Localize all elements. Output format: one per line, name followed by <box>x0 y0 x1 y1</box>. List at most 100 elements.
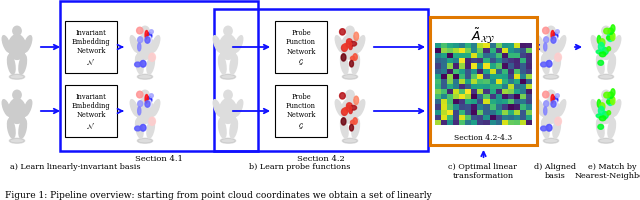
Text: Section 4.1: Section 4.1 <box>135 154 183 162</box>
Ellipse shape <box>543 107 547 115</box>
Ellipse shape <box>138 43 141 52</box>
Ellipse shape <box>148 101 152 108</box>
Ellipse shape <box>541 126 547 131</box>
Ellipse shape <box>598 35 614 60</box>
Ellipse shape <box>136 99 154 124</box>
Text: Invariant
Embedding
Network
$\mathcal{N}$: Invariant Embedding Network $\mathcal{N}… <box>72 29 110 67</box>
FancyBboxPatch shape <box>430 18 537 145</box>
Ellipse shape <box>600 40 605 47</box>
Ellipse shape <box>598 99 614 124</box>
Ellipse shape <box>608 93 614 99</box>
Ellipse shape <box>596 55 604 75</box>
Ellipse shape <box>352 119 360 138</box>
Ellipse shape <box>607 47 611 52</box>
Ellipse shape <box>608 29 614 35</box>
Ellipse shape <box>220 75 236 80</box>
Ellipse shape <box>556 94 559 98</box>
Ellipse shape <box>340 55 348 75</box>
Ellipse shape <box>131 36 138 53</box>
Ellipse shape <box>13 27 21 36</box>
Ellipse shape <box>149 118 156 126</box>
Ellipse shape <box>138 101 143 107</box>
Ellipse shape <box>543 99 559 124</box>
Text: Section 4.2: Section 4.2 <box>297 154 345 162</box>
Ellipse shape <box>547 91 555 100</box>
Ellipse shape <box>145 31 148 40</box>
Ellipse shape <box>140 61 146 68</box>
Ellipse shape <box>546 61 552 68</box>
Ellipse shape <box>335 100 344 117</box>
Ellipse shape <box>346 91 354 100</box>
Ellipse shape <box>596 114 603 118</box>
Ellipse shape <box>150 31 154 34</box>
Ellipse shape <box>341 54 346 62</box>
Ellipse shape <box>351 57 355 61</box>
Ellipse shape <box>349 61 353 68</box>
Ellipse shape <box>131 100 138 117</box>
Ellipse shape <box>141 27 149 36</box>
FancyBboxPatch shape <box>275 22 327 74</box>
Ellipse shape <box>335 36 344 53</box>
Text: Section 4.2-4.3: Section 4.2-4.3 <box>454 133 513 141</box>
Ellipse shape <box>555 54 561 62</box>
Ellipse shape <box>145 95 148 101</box>
Text: Probe
Function
Network
$\mathcal{G}$: Probe Function Network $\mathcal{G}$ <box>286 29 316 67</box>
Ellipse shape <box>607 34 613 42</box>
Ellipse shape <box>541 55 549 75</box>
FancyBboxPatch shape <box>65 86 117 137</box>
Ellipse shape <box>350 106 356 111</box>
Text: e) Match by
Nearest-Neighbor: e) Match by Nearest-Neighbor <box>575 162 640 179</box>
Ellipse shape <box>611 33 615 41</box>
Ellipse shape <box>550 32 555 37</box>
Ellipse shape <box>136 92 143 98</box>
Ellipse shape <box>543 139 559 144</box>
Ellipse shape <box>550 95 555 101</box>
Ellipse shape <box>353 118 357 125</box>
Ellipse shape <box>342 99 358 124</box>
Ellipse shape <box>213 36 221 53</box>
FancyBboxPatch shape <box>275 86 327 137</box>
Ellipse shape <box>600 103 605 111</box>
Text: Figure 1: Pipeline overview: starting from point cloud coordinates we obtain a s: Figure 1: Pipeline overview: starting fr… <box>5 190 432 199</box>
Ellipse shape <box>354 33 358 41</box>
Ellipse shape <box>136 28 143 35</box>
Ellipse shape <box>555 118 561 126</box>
Ellipse shape <box>136 55 143 75</box>
Ellipse shape <box>599 116 606 121</box>
Ellipse shape <box>145 95 148 103</box>
Ellipse shape <box>134 63 141 68</box>
Ellipse shape <box>349 125 353 131</box>
Text: a) Learn linearly-invariant basis: a) Learn linearly-invariant basis <box>10 162 140 170</box>
Ellipse shape <box>150 94 154 98</box>
Ellipse shape <box>598 139 614 144</box>
Ellipse shape <box>147 119 154 138</box>
Ellipse shape <box>553 33 558 40</box>
Ellipse shape <box>557 36 566 53</box>
Ellipse shape <box>607 111 611 115</box>
Ellipse shape <box>351 121 355 125</box>
Ellipse shape <box>543 38 548 43</box>
Ellipse shape <box>138 38 143 43</box>
Ellipse shape <box>553 119 561 138</box>
Ellipse shape <box>349 109 352 114</box>
Ellipse shape <box>24 36 32 53</box>
Ellipse shape <box>543 92 549 98</box>
Ellipse shape <box>612 100 621 117</box>
Ellipse shape <box>602 48 608 55</box>
Ellipse shape <box>543 75 559 80</box>
Ellipse shape <box>554 101 557 108</box>
Ellipse shape <box>218 119 226 138</box>
Text: Probe
Function
Network
$\mathcal{G}$: Probe Function Network $\mathcal{G}$ <box>286 93 316 130</box>
Ellipse shape <box>141 91 149 100</box>
Ellipse shape <box>8 119 15 138</box>
Ellipse shape <box>546 125 552 131</box>
Ellipse shape <box>543 28 549 35</box>
Ellipse shape <box>138 107 141 115</box>
Ellipse shape <box>591 100 600 117</box>
Ellipse shape <box>346 27 354 36</box>
Ellipse shape <box>604 93 610 98</box>
Ellipse shape <box>134 126 141 131</box>
Ellipse shape <box>611 97 615 105</box>
Ellipse shape <box>152 100 160 117</box>
Ellipse shape <box>596 51 603 54</box>
